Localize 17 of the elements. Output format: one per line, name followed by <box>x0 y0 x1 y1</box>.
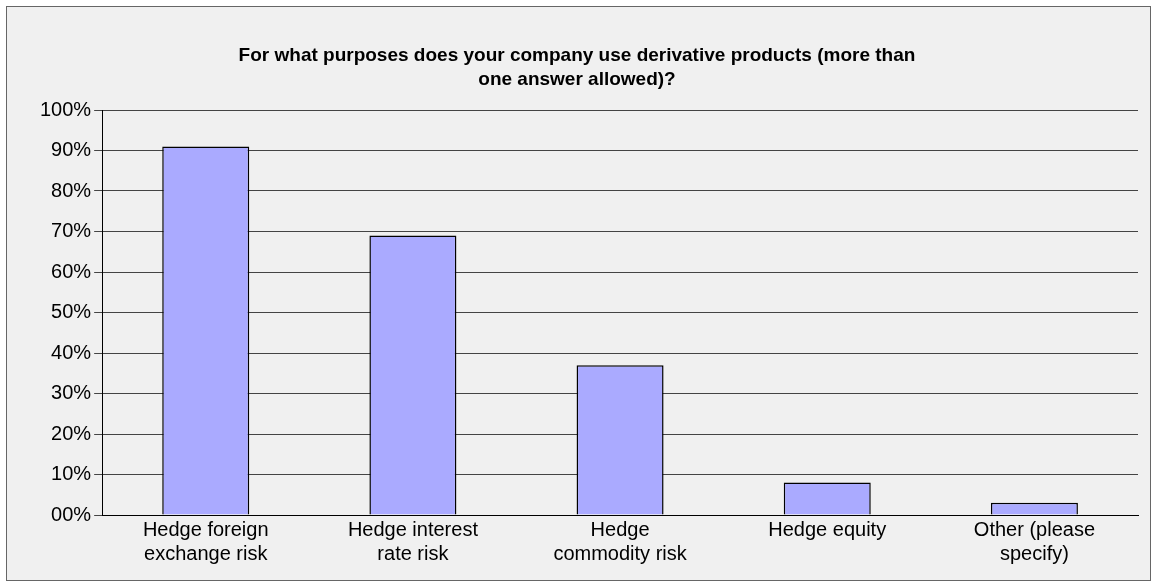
x-tick-label: Hedge equity <box>768 517 887 540</box>
x-tick-label: Other (please specify) <box>973 517 1095 564</box>
y-tick-label: 50% <box>51 300 92 323</box>
x-tick-label: Hedge interest rate risk <box>347 517 479 564</box>
y-tick-label: 30% <box>51 381 92 404</box>
y-tick-label: 60% <box>51 259 92 282</box>
x-tick-label: Hedge foreign exchange risk <box>142 517 269 564</box>
y-tick-label: 100% <box>40 97 92 120</box>
y-tick-label: 40% <box>51 340 92 363</box>
y-tick-label: 20% <box>51 421 92 444</box>
y-tick-label: 10% <box>51 462 92 485</box>
chart-title: For what purposes does your company use derivative products (more than one answer allowed)? <box>237 43 917 91</box>
y-tick-label: 70% <box>51 219 92 242</box>
y-tick-label: 80% <box>51 178 92 201</box>
x-tick-label: Hedge commodity risk <box>553 517 688 564</box>
y-tick-label: 90% <box>51 138 92 161</box>
y-tick-label: 00% <box>51 502 92 525</box>
